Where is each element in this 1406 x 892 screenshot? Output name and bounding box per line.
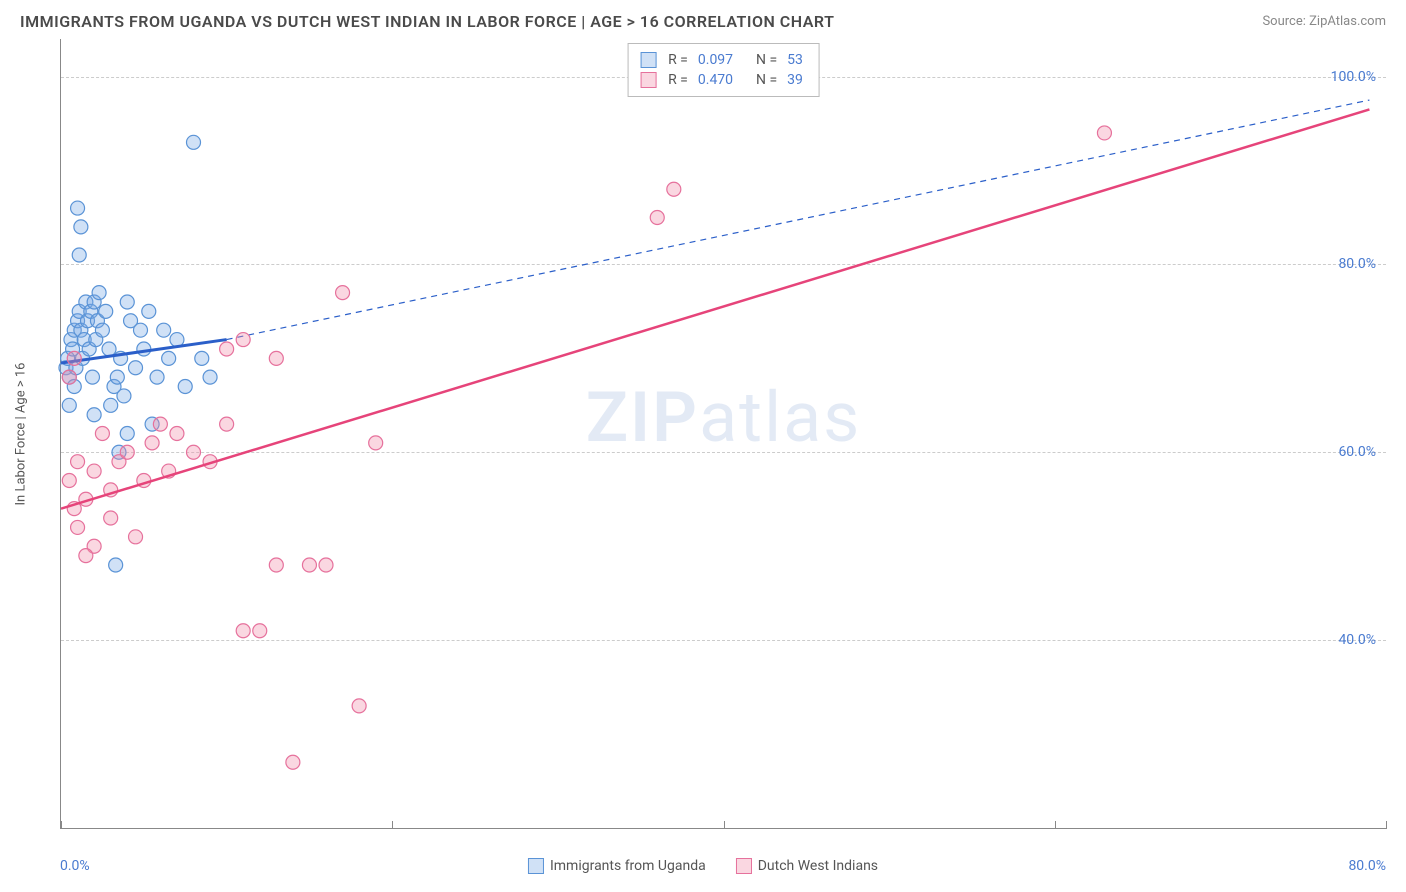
- data-point: [110, 370, 124, 384]
- data-point: [302, 558, 316, 572]
- data-point: [129, 361, 143, 375]
- data-point: [162, 351, 176, 365]
- data-point: [95, 323, 109, 337]
- data-point: [269, 351, 283, 365]
- data-point: [220, 342, 234, 356]
- x-axis-max-label: 80.0%: [1348, 858, 1386, 874]
- trend-line: [61, 109, 1369, 508]
- legend-item-uganda: Immigrants from Uganda: [528, 858, 706, 874]
- data-point: [170, 427, 184, 441]
- data-point: [319, 558, 333, 572]
- data-point: [129, 530, 143, 544]
- data-point: [667, 182, 681, 196]
- data-point: [157, 323, 171, 337]
- data-point: [71, 455, 85, 469]
- data-point: [187, 445, 201, 459]
- x-axis-min-label: 0.0%: [60, 858, 90, 874]
- data-point: [134, 323, 148, 337]
- data-point: [72, 248, 86, 262]
- data-point: [71, 520, 85, 534]
- x-tick-mark: [1055, 821, 1056, 829]
- data-point: [145, 436, 159, 450]
- data-point: [253, 624, 267, 638]
- data-point: [104, 511, 118, 525]
- x-tick-mark: [392, 821, 393, 829]
- data-point: [269, 558, 283, 572]
- data-point: [92, 286, 106, 300]
- data-point: [99, 304, 113, 318]
- data-point: [109, 558, 123, 572]
- data-point: [236, 624, 250, 638]
- data-point: [120, 445, 134, 459]
- data-point: [71, 201, 85, 215]
- data-point: [67, 351, 81, 365]
- data-point: [117, 389, 131, 403]
- data-point: [62, 473, 76, 487]
- data-point: [62, 370, 76, 384]
- data-point: [195, 351, 209, 365]
- data-point: [153, 417, 167, 431]
- data-point: [79, 549, 93, 563]
- data-point: [87, 464, 101, 478]
- data-point: [352, 699, 366, 713]
- trend-line-extrapolated: [227, 100, 1370, 340]
- data-point: [236, 333, 250, 347]
- x-tick-mark: [724, 821, 725, 829]
- data-point: [650, 210, 664, 224]
- data-point: [187, 135, 201, 149]
- chart-title: IMMIGRANTS FROM UGANDA VS DUTCH WEST IND…: [20, 12, 834, 31]
- scatter-plot: [61, 39, 1386, 828]
- data-point: [1097, 126, 1111, 140]
- source-attribution: Source: ZipAtlas.com: [1262, 14, 1386, 29]
- data-point: [336, 286, 350, 300]
- series-legend: Immigrants from Uganda Dutch West Indian…: [528, 858, 878, 874]
- data-point: [150, 370, 164, 384]
- y-axis-label: In Labor Force | Age > 16: [14, 362, 29, 505]
- data-point: [102, 342, 116, 356]
- data-point: [178, 380, 192, 394]
- legend-item-dutch: Dutch West Indians: [736, 858, 878, 874]
- data-point: [87, 408, 101, 422]
- data-point: [120, 295, 134, 309]
- data-point: [286, 755, 300, 769]
- data-point: [95, 427, 109, 441]
- x-tick-mark: [1386, 821, 1387, 829]
- data-point: [369, 436, 383, 450]
- data-point: [220, 417, 234, 431]
- data-point: [137, 342, 151, 356]
- x-tick-mark: [61, 821, 62, 829]
- data-point: [120, 427, 134, 441]
- data-point: [74, 220, 88, 234]
- data-point: [142, 304, 156, 318]
- data-point: [85, 370, 99, 384]
- data-point: [62, 398, 76, 412]
- data-point: [203, 370, 217, 384]
- chart-area: In Labor Force | Age > 16 40.0%60.0%80.0…: [60, 39, 1386, 829]
- data-point: [104, 398, 118, 412]
